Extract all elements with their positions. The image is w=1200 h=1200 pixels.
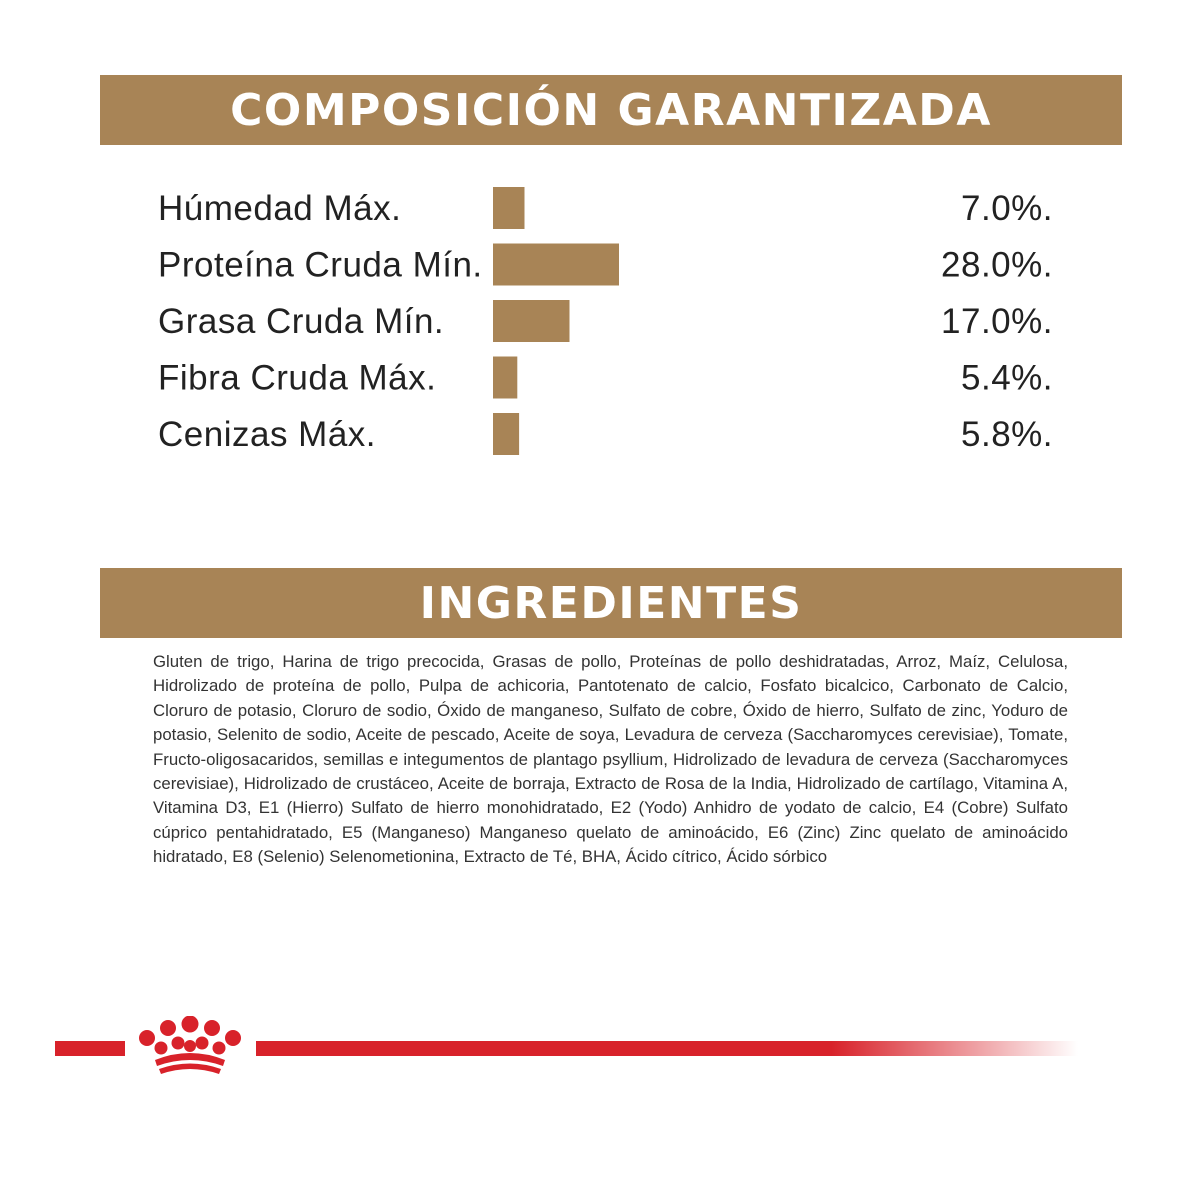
bar bbox=[493, 356, 518, 399]
value-label: 17.0%. bbox=[941, 302, 1053, 341]
ingredients-text: Gluten de trigo, Harina de trigo precoci… bbox=[153, 652, 1068, 867]
category-label: Grasa Cruda Mín. bbox=[158, 302, 444, 341]
value-label: 5.4%. bbox=[961, 359, 1053, 398]
category-label: Húmedad Máx. bbox=[158, 189, 401, 228]
composition-title: COMPOSICIÓN GARANTIZADA bbox=[230, 84, 992, 136]
bar bbox=[493, 187, 525, 229]
value-label: 7.0%. bbox=[961, 189, 1053, 228]
bar bbox=[493, 243, 619, 286]
bar bbox=[493, 300, 570, 342]
royal-canin-crown-icon bbox=[139, 1016, 241, 1074]
footer-red-line-left bbox=[55, 1041, 125, 1056]
footer-red-line-right bbox=[256, 1041, 1078, 1056]
category-label: Proteína Cruda Mín. bbox=[158, 246, 483, 285]
composition-bar-chart: Húmedad Máx. 7.0%. Proteína Cruda Mín. 28.0… bbox=[158, 187, 1053, 455]
bar bbox=[493, 413, 520, 455]
category-label: Cenizas Máx. bbox=[158, 415, 376, 454]
ingredients-title: INGREDIENTES bbox=[419, 577, 803, 629]
value-label: 5.8%. bbox=[961, 415, 1053, 454]
composition-banner: COMPOSICIÓN GARANTIZADA bbox=[100, 75, 1122, 145]
category-label: Fibra Cruda Máx. bbox=[158, 359, 436, 398]
ingredients-banner: INGREDIENTES bbox=[100, 568, 1122, 638]
value-label: 28.0%. bbox=[941, 246, 1053, 285]
